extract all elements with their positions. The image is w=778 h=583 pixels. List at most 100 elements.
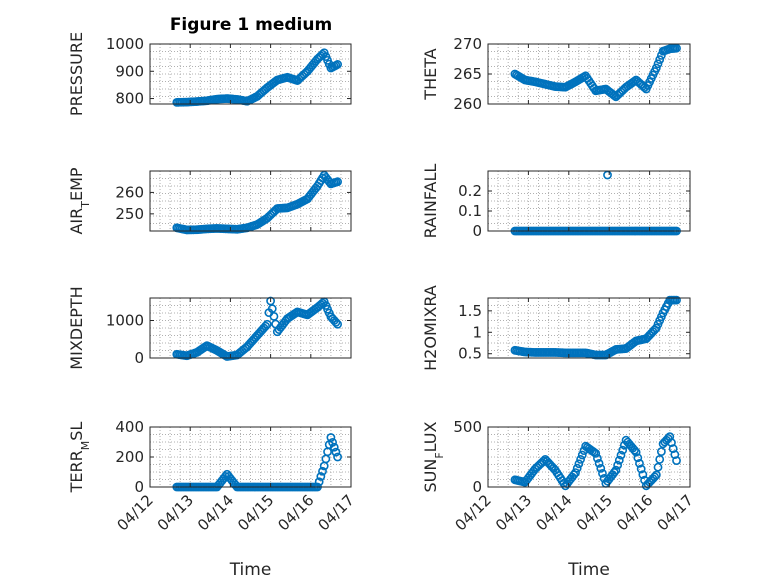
y-tick-label: 1000 [106,312,144,330]
data-point [314,477,324,487]
x-tick-label: 04/12 [114,491,157,534]
y-axis-label: SUNFLUX [421,421,446,492]
data-point [328,437,337,447]
x-tick-label: 04/15 [573,491,616,534]
data-point [266,296,275,306]
panel-pressure: 800 900 1000 PRESSURE [67,32,352,116]
figure-title: Figure 1 medium [170,15,332,35]
x-axis-label: Time [229,560,272,580]
y-tick-label: 1 [472,323,482,341]
data-point [598,468,607,478]
panel-mixdepth: 0 1000 MIXDEPTH [67,286,352,370]
data-point [635,458,644,468]
data-point [262,319,272,329]
data-point [630,76,639,86]
data-point [316,472,326,481]
series-markers [510,43,681,102]
y-tick-label: 260 [115,183,144,201]
panel-h2omixra: 0.5 1 1.5 H2OMIXRA [421,285,691,371]
data-point [665,432,675,441]
y-tick-label: 1000 [106,35,144,53]
axes-box [149,170,352,232]
data-point [613,460,623,470]
y-axis-label: H2OMIXRA [421,285,440,371]
data-point [576,454,585,464]
data-point [667,438,676,447]
data-point [269,311,279,321]
y-tick-label: 900 [115,62,144,80]
data-point [668,444,678,453]
data-point [651,470,661,480]
data-point [593,453,602,463]
data-point [651,63,661,73]
data-point [572,463,582,473]
x-tick-label: 04/17 [315,491,358,534]
data-point [614,455,624,465]
data-point [611,465,621,475]
series-markers [172,48,342,107]
data-point [672,43,681,53]
data-point [594,458,604,468]
y-axis-label: PRESSURE [67,32,86,116]
y-axis-label: THETA [421,48,440,100]
data-point [653,59,663,69]
data-point [616,450,626,460]
axes-box [487,170,691,232]
data-point [618,445,628,455]
data-point [630,445,639,455]
data-point [331,447,341,457]
x-tick-label: 04/16 [274,491,317,534]
data-point [656,447,666,456]
y-tick-label: 265 [453,65,482,83]
y-tick-label: 800 [115,90,144,108]
data-point [220,471,230,481]
data-point [655,55,665,64]
data-point [596,463,606,473]
x-tick-label: 04/15 [234,491,277,534]
x-tick-label: 04/17 [654,491,697,534]
series-markers [172,170,342,235]
y-tick-label: 500 [453,418,482,436]
y-axis-label: TERRMSL [67,422,92,494]
data-point [636,464,646,474]
grid [487,171,691,231]
panel-rainfall: 0 0.1 0.2 RAINFALL [421,164,691,240]
axes-box [487,297,691,359]
data-point [318,466,327,476]
data-point [326,433,336,442]
data-point [571,468,580,477]
data-point [609,467,619,477]
data-point [653,462,663,472]
y-tick-label: 0.1 [458,202,482,220]
y-tick-label: 0 [472,222,482,240]
panel-air-temp: 250 260 AIRTEMP [67,167,352,235]
data-point [333,452,342,462]
axes-box [149,297,352,359]
y-axis-label: MIXDEPTH [67,286,86,369]
y-tick-label: 200 [115,448,144,466]
data-point [574,459,584,469]
data-point [333,319,342,329]
data-point [329,442,339,452]
y-tick-label: 0 [134,478,144,496]
data-point [672,456,681,465]
series-markers [510,295,681,360]
x-tick-label: 04/14 [532,491,575,534]
x-tick-label: 04/13 [492,491,535,534]
y-axis-label: RAINFALL [421,164,440,239]
y-tick-label: 1.5 [458,302,482,320]
data-point [333,60,342,69]
y-tick-label: 0.2 [458,182,482,200]
data-point [650,472,660,482]
data-point [633,453,643,463]
y-axis-label: AIRTEMP [67,167,92,234]
panel-theta: 260 265 270 THETA [421,35,691,113]
y-tick-label: 270 [453,35,482,53]
series-markers [510,432,681,491]
data-point [670,450,680,459]
data-point [539,456,548,466]
y-tick-label: 250 [115,205,144,223]
